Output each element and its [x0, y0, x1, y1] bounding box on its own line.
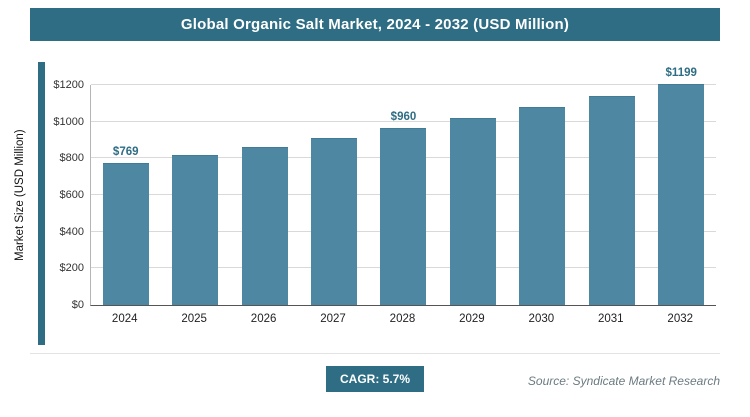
bar-2028: $960 [380, 111, 427, 305]
x-tick-label: 2028 [389, 313, 416, 325]
y-tick-label: $600 [59, 189, 84, 201]
x-tick-label: 2029 [459, 313, 485, 325]
y-tick-label: $400 [59, 225, 84, 238]
footer-divider [30, 353, 720, 354]
y-tick-label: $1000 [53, 115, 84, 128]
bar-value-label: $769 [112, 146, 139, 159]
bar-2024: $769 [102, 146, 149, 305]
chart-title: Global Organic Salt Market, 2024 - 2032 … [180, 16, 570, 33]
x-tick-label: 2024 [111, 313, 138, 325]
plot-area: $769 $960 $1199 [90, 67, 716, 306]
bar-2027 [311, 137, 358, 305]
bar-2025 [172, 154, 219, 305]
x-tick-label: 2025 [181, 313, 207, 325]
x-tick-label: 2026 [250, 313, 277, 325]
x-tick-label: 2032 [667, 313, 694, 325]
gridline [91, 84, 716, 85]
bar-2030 [519, 107, 566, 305]
y-axis-title: Market Size (USD Million) [14, 129, 26, 261]
bar-value-label: $1199 [665, 67, 697, 80]
x-axis-labels: 2024 2025 2026 2027 2028 2029 2030 2031 2032 [90, 313, 715, 325]
y-axis-ticks: $0 $200 $400 $600 $800 $1000 $1200 [46, 79, 84, 311]
bars-row: $769 $960 $1199 [91, 67, 716, 305]
y-tick-label: $0 [71, 299, 84, 311]
x-tick-label: 2031 [597, 313, 624, 325]
left-accent-bar [38, 62, 45, 345]
y-tick-label: $1200 [53, 79, 84, 91]
bar-2029 [449, 117, 496, 305]
source-text: Source: Syndicate Market Research [527, 374, 720, 388]
x-tick-label: 2027 [320, 313, 346, 325]
bar-2026 [241, 146, 288, 305]
bar-2031 [588, 96, 635, 305]
gridline [91, 120, 716, 122]
y-tick-label: $200 [59, 262, 84, 275]
bar-value-label: $960 [390, 111, 417, 123]
chart-title-bar: Global Organic Salt Market, 2024 - 2032 … [30, 8, 720, 41]
x-tick-label: 2030 [528, 313, 555, 325]
cagr-badge: CAGR: 5.7% [325, 366, 425, 392]
y-tick-label: $800 [59, 152, 84, 165]
bar-2032: $1199 [658, 67, 705, 305]
